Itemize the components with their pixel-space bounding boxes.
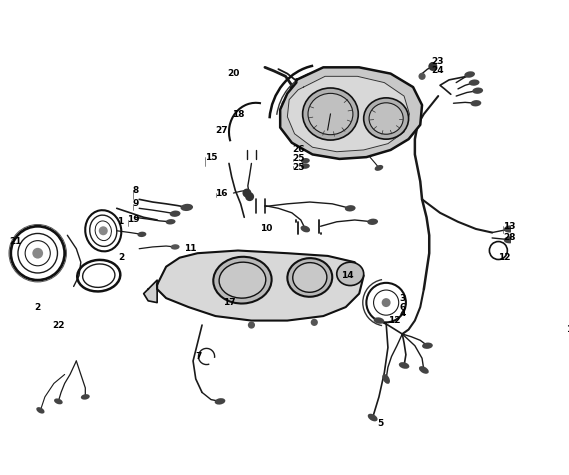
Ellipse shape	[337, 262, 364, 285]
Text: 9: 9	[133, 200, 139, 209]
Ellipse shape	[472, 87, 483, 94]
Polygon shape	[157, 250, 364, 321]
Text: 26: 26	[292, 145, 305, 154]
Text: 14: 14	[341, 271, 354, 280]
Text: 7: 7	[196, 352, 202, 361]
Ellipse shape	[422, 342, 433, 349]
Text: 24: 24	[431, 66, 444, 76]
Text: 15: 15	[205, 152, 217, 162]
Text: 16: 16	[216, 189, 228, 198]
Text: 8: 8	[133, 186, 139, 195]
Ellipse shape	[308, 94, 353, 135]
Circle shape	[418, 73, 426, 80]
Ellipse shape	[368, 414, 378, 421]
Ellipse shape	[213, 257, 271, 304]
Text: 2: 2	[118, 253, 125, 262]
Ellipse shape	[399, 362, 409, 369]
Ellipse shape	[504, 236, 516, 243]
Ellipse shape	[300, 226, 310, 232]
Ellipse shape	[464, 71, 475, 78]
Text: 18: 18	[232, 110, 244, 119]
Ellipse shape	[215, 398, 225, 405]
Text: 28: 28	[503, 233, 516, 242]
Ellipse shape	[137, 232, 146, 237]
Ellipse shape	[54, 399, 63, 404]
Ellipse shape	[303, 88, 358, 140]
Ellipse shape	[369, 103, 403, 134]
Text: 6: 6	[399, 303, 406, 312]
Ellipse shape	[81, 394, 90, 399]
Ellipse shape	[166, 219, 176, 225]
Polygon shape	[287, 76, 410, 152]
Ellipse shape	[292, 263, 327, 292]
Ellipse shape	[504, 225, 516, 233]
Ellipse shape	[170, 210, 180, 217]
Text: 10: 10	[261, 225, 273, 234]
Text: 3: 3	[399, 294, 406, 303]
Ellipse shape	[471, 100, 481, 106]
Text: 27: 27	[216, 126, 228, 135]
Ellipse shape	[374, 165, 384, 171]
Text: 20: 20	[227, 69, 240, 78]
Ellipse shape	[374, 317, 384, 324]
Text: 12: 12	[566, 325, 569, 334]
Circle shape	[428, 62, 438, 71]
Text: 22: 22	[52, 321, 65, 330]
Text: 17: 17	[222, 298, 236, 307]
Text: 12: 12	[498, 253, 511, 262]
Ellipse shape	[171, 244, 180, 250]
Text: 1: 1	[117, 217, 123, 226]
Ellipse shape	[301, 163, 310, 169]
Ellipse shape	[36, 407, 44, 414]
Text: 19: 19	[127, 216, 140, 225]
Circle shape	[311, 319, 318, 326]
Ellipse shape	[364, 98, 409, 139]
Circle shape	[99, 226, 108, 235]
Text: 2: 2	[34, 303, 40, 312]
Polygon shape	[280, 67, 422, 159]
Text: 13: 13	[503, 222, 516, 231]
Text: 25: 25	[292, 163, 305, 172]
Text: 12: 12	[388, 316, 401, 325]
Circle shape	[382, 298, 391, 307]
Text: 21: 21	[9, 237, 22, 246]
Ellipse shape	[367, 218, 378, 225]
Ellipse shape	[382, 374, 390, 384]
Ellipse shape	[287, 258, 332, 297]
Ellipse shape	[180, 204, 193, 211]
Circle shape	[242, 189, 251, 198]
Text: 5: 5	[377, 419, 384, 428]
Ellipse shape	[301, 158, 310, 163]
Circle shape	[248, 322, 255, 329]
Text: 23: 23	[431, 57, 443, 67]
Circle shape	[32, 248, 43, 258]
Circle shape	[245, 192, 254, 201]
Ellipse shape	[469, 79, 480, 86]
Text: 25: 25	[292, 154, 305, 163]
Ellipse shape	[219, 262, 266, 298]
Ellipse shape	[345, 205, 356, 211]
Text: 11: 11	[184, 244, 196, 253]
Text: 4: 4	[399, 309, 406, 318]
Ellipse shape	[419, 366, 429, 374]
Polygon shape	[144, 280, 157, 303]
